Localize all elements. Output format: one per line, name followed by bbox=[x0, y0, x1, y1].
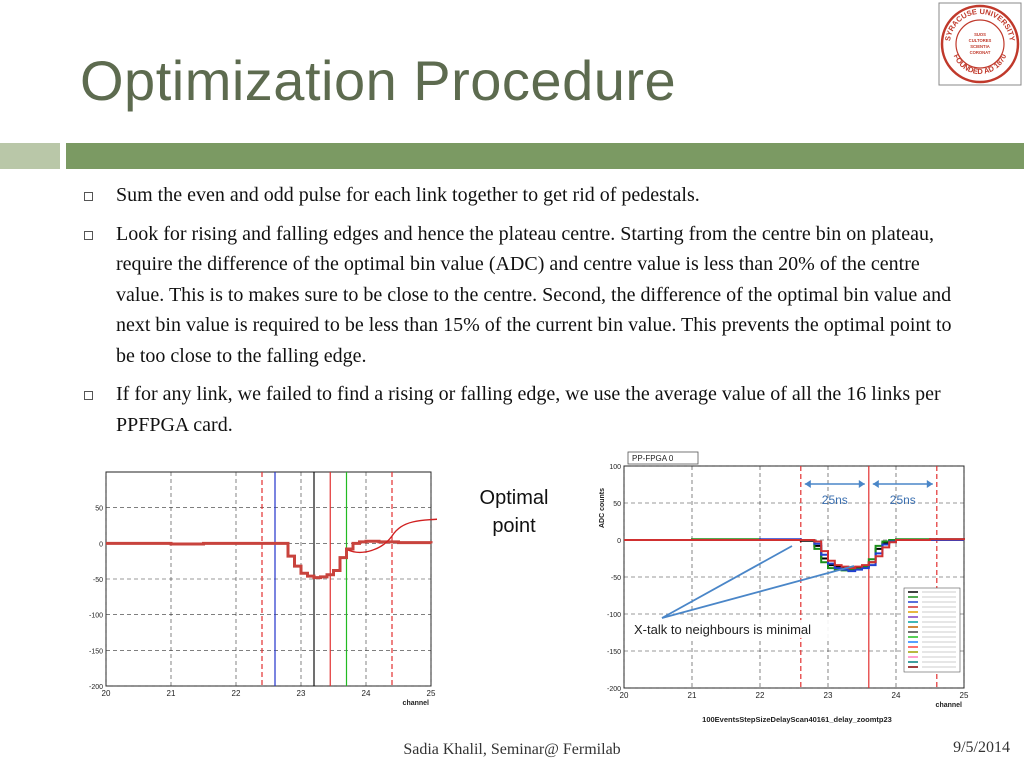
bullet-square-icon bbox=[84, 391, 93, 400]
header-rule-right bbox=[66, 143, 1024, 169]
bullet-text: Sum the even and odd pulse for each link… bbox=[116, 184, 700, 206]
y-axis-label: ADC counts bbox=[599, 488, 606, 528]
y-tick-label: -150 bbox=[607, 649, 621, 656]
x-tick-label: 21 bbox=[167, 689, 176, 698]
series-line bbox=[106, 539, 433, 580]
legend-box bbox=[903, 587, 961, 673]
span-arrowhead bbox=[926, 480, 933, 488]
y-tick-label: 0 bbox=[99, 541, 103, 548]
xtalk-label-bg bbox=[632, 620, 858, 638]
x-tick-label: 20 bbox=[102, 689, 111, 698]
y-tick-label: 0 bbox=[617, 538, 621, 545]
x-axis-label: channel bbox=[403, 700, 430, 707]
x-axis-label: channel bbox=[936, 702, 963, 709]
plot-background bbox=[82, 470, 437, 710]
callout-line-2: point bbox=[492, 515, 536, 537]
slide-title: Optimization Procedure bbox=[80, 49, 677, 112]
y-tick-label: 50 bbox=[613, 501, 621, 508]
svg-text:CORONAT: CORONAT bbox=[970, 50, 991, 55]
y-tick-label: 50 bbox=[95, 506, 103, 513]
bullet-list: Sum the even and odd pulse for each link… bbox=[80, 180, 960, 448]
x-tick-label: 25 bbox=[427, 689, 436, 698]
syracuse-seal-logo: SYRACUSE UNIVERSITY FOUNDED AD 1870 SUOS… bbox=[938, 2, 1022, 86]
callout-line-1: Optimal bbox=[479, 487, 549, 509]
chart-title: PP-FPGA 0 bbox=[632, 454, 674, 463]
y-tick-label: -150 bbox=[89, 648, 103, 655]
span-arrowhead bbox=[804, 480, 811, 488]
svg-text:SUOS: SUOS bbox=[974, 32, 986, 37]
callout-arrow bbox=[347, 518, 437, 554]
x-tick-label: 24 bbox=[362, 689, 371, 698]
footer-author: Sadia Khalil, Seminar@ Fermilab bbox=[403, 741, 621, 758]
y-tick-label: 100 bbox=[609, 464, 621, 471]
xtalk-label: X-talk to neighbours is minimal bbox=[634, 622, 811, 637]
bullet-text: If for any link, we failed to find a ris… bbox=[116, 383, 941, 436]
optimal-point-plot: 20 21 22 23 24 25 -200 -150 -100 -50 0 50 channel bbox=[82, 470, 437, 710]
bullet-square-icon bbox=[84, 230, 93, 240]
xtalk-arrow bbox=[661, 545, 793, 619]
ppfpga-plot: 20 21 22 23 24 25 -200 -150 -100 -50 0 50 100 channel… bbox=[592, 448, 970, 728]
y-tick-label: -50 bbox=[611, 575, 621, 582]
bullet-item: Sum the even and odd pulse for each link… bbox=[80, 180, 960, 211]
header-rule-left bbox=[0, 143, 60, 169]
x-tick-label: 24 bbox=[892, 691, 901, 700]
xtalk-arrow bbox=[661, 565, 855, 619]
plot-footer-label: 100EventsStepSizeDelayScan40161_delay_zo… bbox=[702, 715, 892, 724]
optimal-point-callout: Optimal point bbox=[466, 484, 562, 540]
legend bbox=[903, 587, 961, 673]
span-label: 25ns bbox=[822, 493, 848, 507]
span-label: 25ns bbox=[890, 493, 916, 507]
x-tick-label: 22 bbox=[232, 689, 241, 698]
y-tick-label: -100 bbox=[607, 612, 621, 619]
bullet-square-icon bbox=[84, 192, 93, 201]
bullet-item: If for any link, we failed to find a ris… bbox=[80, 379, 960, 440]
x-tick-label: 22 bbox=[756, 691, 765, 700]
y-tick-label: -200 bbox=[89, 684, 103, 691]
span-arrowhead bbox=[872, 480, 879, 488]
footer-date: 9/5/2014 bbox=[953, 739, 1010, 756]
x-tick-label: 21 bbox=[688, 691, 697, 700]
svg-text:SCIENTIA: SCIENTIA bbox=[970, 44, 990, 49]
y-tick-label: -200 bbox=[607, 686, 621, 693]
bullet-text: Look for rising and falling edges and he… bbox=[116, 222, 952, 367]
bullet-item: Look for rising and falling edges and he… bbox=[80, 219, 960, 372]
x-tick-label: 20 bbox=[620, 691, 629, 700]
y-tick-label: -50 bbox=[93, 577, 103, 584]
span-arrowhead bbox=[858, 480, 865, 488]
title-box bbox=[627, 451, 699, 465]
x-tick-label: 25 bbox=[960, 691, 969, 700]
svg-text:CULTORES: CULTORES bbox=[969, 38, 992, 43]
x-tick-label: 23 bbox=[297, 689, 306, 698]
series-line bbox=[624, 538, 965, 570]
y-tick-label: -100 bbox=[89, 613, 103, 620]
x-tick-label: 23 bbox=[824, 691, 833, 700]
